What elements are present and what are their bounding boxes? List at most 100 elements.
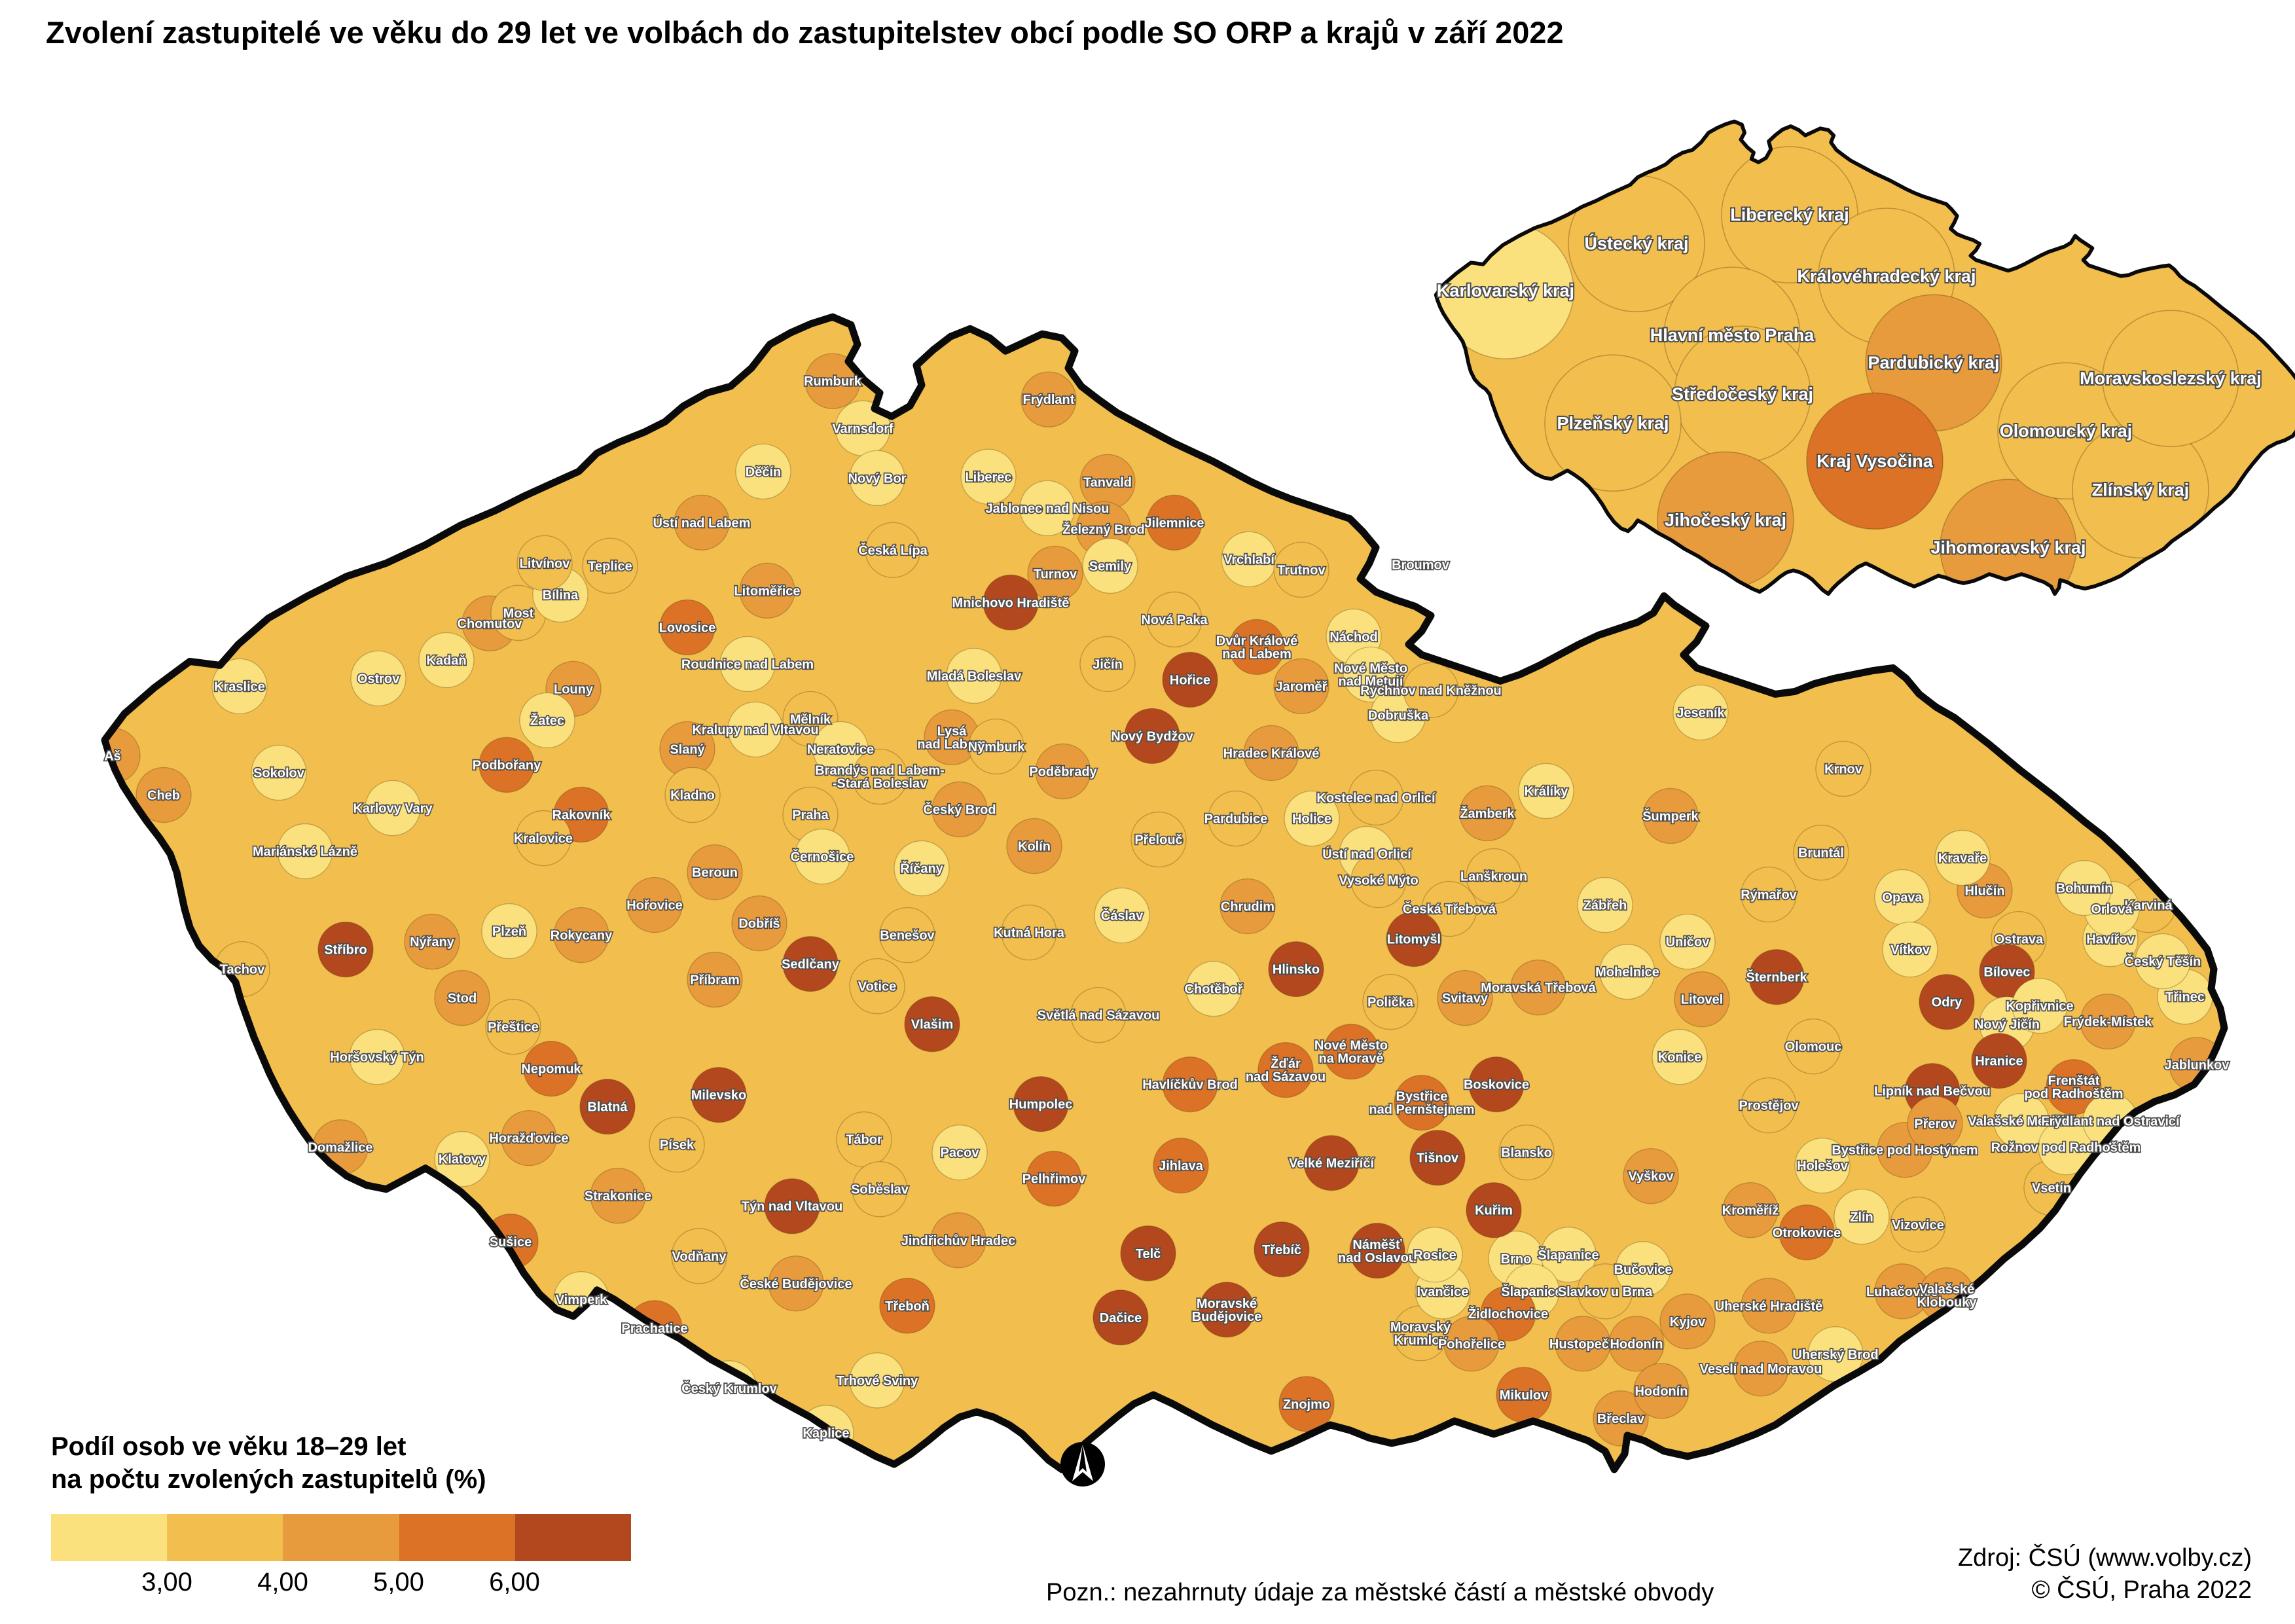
orp-region[interactable] [1934, 829, 1991, 886]
orp-region[interactable] [251, 744, 307, 801]
orp-region[interactable] [849, 1352, 905, 1409]
orp-region[interactable] [1027, 545, 1083, 602]
orp-region[interactable] [1273, 658, 1329, 715]
orp-region[interactable] [1348, 769, 1404, 826]
orp-region[interactable] [1466, 1182, 1522, 1238]
orp-region[interactable] [1437, 969, 1493, 1026]
orp-region[interactable] [1518, 763, 1574, 820]
orp-region[interactable] [1243, 725, 1299, 782]
orp-region[interactable] [485, 998, 541, 1055]
orp-region[interactable] [719, 636, 776, 693]
orp-region[interactable] [1919, 973, 1975, 1030]
orp-region[interactable] [1199, 1282, 1255, 1338]
orp-region[interactable] [1124, 708, 1180, 765]
orp-region[interactable] [1593, 1390, 1649, 1447]
orp-region[interactable] [849, 958, 905, 1015]
orp-region[interactable] [1510, 959, 1566, 1016]
orp-region[interactable] [865, 522, 921, 579]
orp-region[interactable] [1459, 785, 1515, 842]
orp-region[interactable] [1577, 876, 1633, 933]
orp-region[interactable] [764, 1178, 820, 1235]
orp-region[interactable] [434, 1130, 490, 1187]
orp-region[interactable] [1633, 1363, 1690, 1419]
orp-region[interactable] [1794, 1138, 1851, 1194]
orp-region[interactable] [1303, 1134, 1360, 1191]
orp-region[interactable] [1146, 494, 1202, 551]
orp-region[interactable] [879, 907, 935, 964]
orp-region[interactable] [1907, 1095, 1963, 1152]
orp-region[interactable] [1185, 960, 1242, 1017]
orp-region[interactable] [418, 632, 475, 689]
orp-region[interactable] [852, 1161, 908, 1218]
orp-region[interactable] [1623, 1148, 1679, 1204]
orp-region[interactable] [674, 494, 730, 551]
orp-region[interactable] [904, 996, 960, 1053]
orp-region[interactable] [1468, 1056, 1525, 1113]
orp-region[interactable] [983, 574, 1039, 631]
orp-region[interactable] [1498, 1124, 1555, 1181]
orp-region[interactable] [1615, 1241, 1671, 1297]
orp-region[interactable] [1026, 1151, 1082, 1207]
orp-region[interactable] [1540, 1227, 1597, 1283]
orp-region[interactable] [1785, 1018, 1841, 1075]
orp-region[interactable] [516, 535, 573, 592]
orp-region[interactable] [626, 876, 683, 933]
orp-region[interactable] [1362, 973, 1419, 1030]
orp-region[interactable] [1019, 480, 1075, 537]
orp-region[interactable] [1006, 818, 1062, 875]
orp-region[interactable] [1001, 904, 1057, 961]
orp-region[interactable] [579, 1078, 636, 1135]
orp-region[interactable] [1079, 636, 1136, 693]
orp-region[interactable] [1220, 878, 1276, 935]
orp-region[interactable] [1748, 948, 1805, 1005]
orp-region[interactable] [1672, 684, 1729, 741]
orp-region[interactable] [1208, 790, 1264, 847]
orp-region[interactable] [350, 650, 407, 707]
orp-region[interactable] [404, 913, 460, 970]
kraj-region[interactable] [1544, 354, 1682, 492]
orp-region[interactable] [1599, 943, 1655, 1000]
orp-region[interactable] [1229, 619, 1285, 676]
orp-region[interactable] [735, 443, 791, 500]
orp-region[interactable] [365, 780, 421, 837]
orp-region[interactable] [501, 1110, 557, 1166]
orp-region[interactable] [1741, 1278, 1797, 1334]
orp-region[interactable] [968, 718, 1024, 775]
orp-region[interactable] [930, 1212, 986, 1269]
orp-region[interactable] [1608, 1316, 1665, 1372]
orp-region[interactable] [1013, 1075, 1069, 1132]
orp-region[interactable] [852, 748, 908, 805]
orp-region[interactable] [1035, 743, 1091, 800]
orp-region[interactable] [879, 1278, 935, 1334]
orp-region[interactable] [1094, 887, 1150, 944]
orp-region[interactable] [894, 840, 950, 897]
orp-region[interactable] [1153, 1138, 1209, 1194]
orp-region[interactable] [479, 736, 535, 793]
orp-region[interactable] [946, 647, 1002, 704]
orp-region[interactable] [687, 844, 743, 901]
orp-region[interactable] [1284, 790, 1340, 847]
orp-region[interactable] [1082, 537, 1138, 594]
orp-region[interactable] [1130, 811, 1187, 868]
orp-region[interactable] [1971, 1032, 2027, 1089]
orp-region[interactable] [1070, 986, 1127, 1043]
orp-region[interactable] [1278, 1376, 1335, 1432]
orp-region[interactable] [1890, 1197, 1946, 1253]
orp-region[interactable] [1834, 1189, 1890, 1245]
orp-region[interactable] [1793, 824, 1849, 881]
orp-region[interactable] [1466, 848, 1522, 905]
orp-region[interactable] [1386, 911, 1442, 967]
orp-region[interactable] [691, 1066, 747, 1123]
orp-region[interactable] [1733, 1341, 1789, 1397]
orp-region[interactable] [1162, 1056, 1218, 1113]
orp-region[interactable] [687, 951, 743, 1008]
orp-region[interactable] [136, 767, 192, 823]
orp-region[interactable] [1882, 921, 1938, 978]
orp-region[interactable] [1146, 591, 1202, 648]
orp-region[interactable] [731, 895, 787, 952]
orp-region[interactable] [1722, 1182, 1779, 1238]
orp-region[interactable] [1021, 371, 1077, 427]
orp-region[interactable] [1323, 1023, 1379, 1080]
orp-region[interactable] [664, 767, 721, 823]
orp-region[interactable] [1652, 1028, 1708, 1085]
